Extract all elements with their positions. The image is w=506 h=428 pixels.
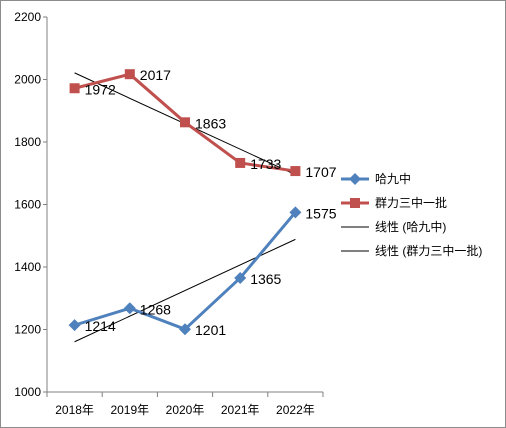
x-tick-label: 2021年	[221, 403, 260, 417]
series-marker	[68, 319, 81, 332]
y-tick-label: 2200	[14, 10, 41, 24]
data-label: 1733	[250, 156, 281, 172]
y-tick-label: 1400	[14, 260, 41, 274]
series-marker	[289, 206, 302, 219]
data-label: 1268	[140, 301, 171, 317]
x-tick-label: 2020年	[166, 403, 205, 417]
data-label: 1365	[250, 271, 281, 287]
legend-label: 线性 (群力三中一批)	[375, 243, 482, 258]
y-tick-label: 1000	[14, 385, 41, 399]
series-marker	[290, 166, 301, 177]
legend-label: 哈九中	[375, 171, 411, 186]
series-marker	[235, 157, 246, 168]
series-marker	[179, 323, 191, 336]
data-label: 2017	[140, 67, 171, 83]
data-label: 1972	[85, 81, 116, 97]
y-tick-label: 1600	[14, 198, 41, 212]
y-tick-label: 1800	[14, 135, 41, 149]
x-tick-label: 2022年	[276, 403, 315, 417]
x-tick-label: 2019年	[110, 403, 149, 417]
data-label: 1863	[195, 115, 226, 131]
y-tick-label: 1200	[14, 323, 41, 337]
data-label: 1201	[195, 322, 226, 338]
series-marker	[234, 271, 247, 284]
legend-label: 群力三中一批	[375, 195, 447, 210]
series-marker	[69, 83, 80, 94]
data-label: 1575	[305, 205, 336, 221]
x-tick-label: 2018年	[55, 403, 94, 417]
legend-marker	[349, 173, 361, 185]
series-marker	[123, 302, 136, 315]
legend-label: 线性 (哈九中)	[375, 219, 446, 234]
series-marker	[180, 117, 190, 128]
y-tick-label: 2000	[14, 73, 41, 87]
legend-marker	[350, 198, 360, 208]
data-label: 1707	[305, 164, 336, 180]
data-label: 1214	[85, 318, 116, 334]
series-marker	[124, 69, 135, 80]
